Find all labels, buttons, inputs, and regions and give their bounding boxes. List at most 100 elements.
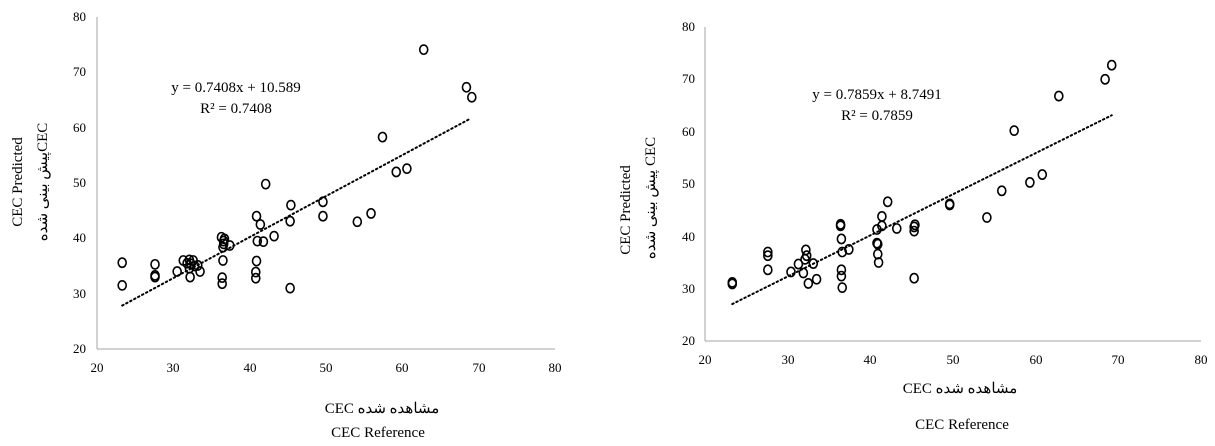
right-x-tick: 80: [1195, 352, 1208, 367]
right-equation: y = 0.7859x + 8.7491: [812, 87, 941, 103]
left-data-point: [218, 255, 228, 266]
right-data-point: [793, 258, 804, 270]
left-data-point: [366, 208, 376, 219]
right-data-point: [837, 282, 848, 294]
left-data-point: [225, 240, 235, 251]
right-x-ticks: 20 30 40 50 60 70 80: [699, 352, 1208, 367]
left-data-point: [185, 271, 195, 283]
left-points-layer: [117, 44, 477, 294]
right-data-point: [909, 272, 919, 284]
left-y-tick: 60: [73, 120, 86, 135]
right-data-point: [763, 250, 773, 262]
right-data-point: [910, 219, 920, 231]
right-data-point: [727, 278, 738, 290]
right-data-point: [877, 211, 887, 222]
right-y-label-persian: پیش بینی شده CEC: [643, 137, 659, 259]
right-data-point: [1106, 59, 1117, 71]
left-trendline-layer: [121, 117, 473, 307]
right-data-point: [836, 233, 847, 245]
left-x-tick: 40: [244, 360, 257, 375]
right-data-point: [763, 264, 773, 276]
left-x-tick: 30: [167, 360, 180, 375]
right-y-tick: 40: [682, 229, 695, 244]
right-y-tick: 20: [682, 333, 695, 348]
left-equation: y = 0.7408x + 10.589: [171, 80, 300, 96]
left-y-label: CEC Predicted: [10, 137, 26, 227]
left-data-point: [258, 236, 269, 248]
left-y-tick: 80: [73, 9, 86, 24]
right-data-point: [786, 266, 796, 278]
right-y-tick: 70: [682, 71, 695, 86]
left-data-point: [461, 81, 472, 93]
right-data-point: [873, 257, 884, 268]
right-data-point: [808, 258, 819, 269]
right-chart: 20 30 40 50 60 70 80 20 30 40 50 60 70 8…: [618, 19, 1208, 433]
left-x-tick: 50: [320, 360, 333, 375]
left-y-label-persian: پیش بینی شدهCEC: [35, 123, 51, 242]
right-x-tick: 30: [782, 352, 795, 367]
left-data-point: [172, 266, 182, 277]
left-y-tick: 70: [73, 64, 86, 79]
right-y-tick: 60: [682, 124, 695, 139]
right-data-point: [1025, 177, 1035, 188]
left-data-point: [402, 163, 412, 175]
right-data-point: [801, 250, 812, 262]
right-trendline-layer: [731, 114, 1113, 306]
right-data-point: [1037, 169, 1048, 180]
left-data-point: [252, 235, 263, 247]
right-trendline: [731, 114, 1113, 306]
left-x-tick: 60: [396, 360, 409, 375]
left-trendline: [121, 117, 473, 307]
right-data-point: [844, 244, 854, 255]
right-data-point: [982, 212, 992, 223]
left-x-tick: 20: [91, 360, 104, 375]
right-data-point: [801, 244, 811, 256]
right-x-tick: 70: [1112, 352, 1125, 367]
right-data-point: [909, 225, 919, 237]
left-data-point: [217, 278, 227, 290]
right-data-point: [803, 278, 814, 289]
right-r2: R² = 0.7859: [841, 108, 913, 124]
right-data-point: [944, 199, 955, 211]
left-data-point: [250, 266, 261, 278]
right-y-tick: 30: [682, 281, 695, 296]
left-data-point: [251, 210, 262, 222]
right-y-tick: 80: [682, 19, 695, 34]
left-data-point: [117, 279, 127, 291]
left-x-label: CEC Reference: [331, 425, 425, 441]
right-data-point: [882, 196, 893, 208]
right-y-tick: 50: [682, 176, 695, 191]
left-data-point: [150, 271, 160, 283]
left-x-label-persian: CEC مشاهده شده: [325, 401, 440, 417]
left-y-tick: 30: [73, 286, 86, 301]
left-r2: R² = 0.7408: [200, 101, 272, 117]
left-data-point: [352, 216, 363, 228]
left-data-point: [286, 199, 296, 211]
right-data-point: [836, 270, 847, 282]
left-data-point: [255, 219, 266, 230]
right-x-label-persian: CEC مشاهده شده: [903, 381, 1018, 397]
left-data-point: [219, 233, 230, 245]
right-data-point: [1054, 90, 1064, 102]
left-data-point: [195, 266, 205, 277]
left-chart: 20 30 40 50 60 70 80 20 30 40 50 60 70 8…: [10, 9, 562, 441]
left-data-point: [377, 131, 388, 143]
right-x-tick: 60: [1030, 352, 1043, 367]
left-data-point: [150, 258, 160, 270]
left-data-point: [117, 257, 127, 269]
left-data-point: [260, 178, 271, 190]
left-x-tick: 80: [549, 360, 562, 375]
left-y-ticks: 20 30 40 50 60 70 80: [73, 9, 86, 356]
right-points-layer: [727, 59, 1117, 294]
left-data-point: [466, 91, 477, 103]
left-data-point: [251, 255, 262, 267]
right-data-point: [891, 223, 902, 234]
right-data-point: [836, 264, 847, 276]
left-data-point: [318, 196, 328, 208]
right-data-point: [996, 185, 1007, 197]
right-data-point: [1009, 125, 1019, 137]
left-x-tick: 70: [473, 360, 486, 375]
right-x-tick: 50: [947, 352, 960, 367]
left-data-point: [285, 215, 295, 227]
